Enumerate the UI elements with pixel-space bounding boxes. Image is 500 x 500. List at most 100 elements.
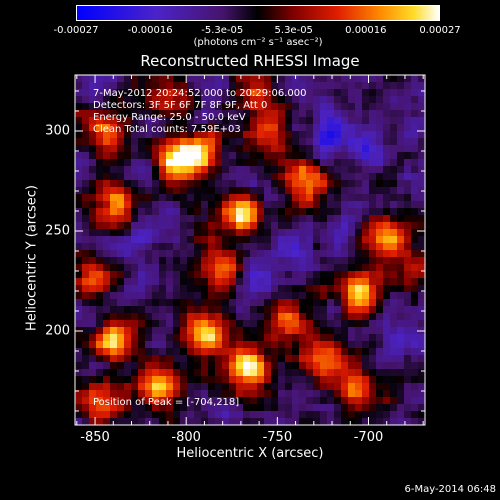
heatmap-cell [411, 201, 418, 208]
heatmap-cell [152, 243, 159, 250]
heatmap-cell [166, 327, 173, 334]
heatmap-cell [334, 355, 341, 362]
heatmap-cell [376, 327, 383, 334]
heatmap-cell [180, 159, 187, 166]
heatmap-cell [208, 341, 215, 348]
heatmap-cell [208, 362, 215, 369]
heatmap-cell [257, 320, 264, 327]
heatmap-cell [243, 187, 250, 194]
heatmap-cell [208, 250, 215, 257]
heatmap-cell [173, 180, 180, 187]
heatmap-cell [313, 194, 320, 201]
heatmap-cell [117, 75, 124, 82]
heatmap-cell [166, 341, 173, 348]
heatmap-cell [145, 173, 152, 180]
heatmap-cell [194, 82, 201, 89]
heatmap-cell [166, 159, 173, 166]
heatmap-cell [383, 362, 390, 369]
heatmap-cell [236, 103, 243, 110]
heatmap-cell [201, 82, 208, 89]
heatmap-cell [334, 124, 341, 131]
heatmap-cell [327, 376, 334, 383]
heatmap-cell [103, 362, 110, 369]
heatmap-cell [348, 306, 355, 313]
heatmap-cell [299, 376, 306, 383]
heatmap-cell [222, 110, 229, 117]
heatmap-cell [159, 152, 166, 159]
heatmap-cell [383, 166, 390, 173]
heatmap-cell [327, 75, 334, 82]
heatmap-cell [89, 152, 96, 159]
heatmap-cell [215, 264, 222, 271]
heatmap-cell [404, 243, 411, 250]
heatmap-cell [250, 369, 257, 376]
heatmap-cell [138, 250, 145, 257]
heatmap-cell [320, 138, 327, 145]
heatmap-cell [327, 229, 334, 236]
heatmap-cell [103, 215, 110, 222]
heatmap-cell [369, 222, 376, 229]
heatmap-cell [96, 411, 103, 418]
heatmap-cell [208, 376, 215, 383]
heatmap-cell [89, 201, 96, 208]
heatmap-cell [306, 187, 313, 194]
heatmap-cell [194, 348, 201, 355]
heatmap-cell [306, 320, 313, 327]
heatmap-cell [110, 138, 117, 145]
heatmap-cell [159, 89, 166, 96]
heatmap-cell [187, 180, 194, 187]
heatmap-cell [299, 306, 306, 313]
heatmap-cell [236, 215, 243, 222]
heatmap-cell [117, 257, 124, 264]
heatmap-cell [292, 215, 299, 222]
heatmap-cell [173, 117, 180, 124]
heatmap-cell [250, 250, 257, 257]
heatmap-cell [215, 334, 222, 341]
heatmap-cell [159, 390, 166, 397]
heatmap-cell [355, 285, 362, 292]
heatmap-cell [341, 257, 348, 264]
heatmap-cell [264, 383, 271, 390]
heatmap-cell [376, 187, 383, 194]
heatmap-cell [320, 180, 327, 187]
heatmap-cell [194, 75, 201, 82]
heatmap-cell [243, 320, 250, 327]
heatmap-cell [334, 243, 341, 250]
heatmap-cell [159, 411, 166, 418]
heatmap-cell [334, 362, 341, 369]
heatmap-cell [82, 236, 89, 243]
heatmap-cell [159, 369, 166, 376]
heatmap-cell [306, 89, 313, 96]
heatmap-cell [89, 180, 96, 187]
heatmap-cell [327, 82, 334, 89]
heatmap-cell [376, 173, 383, 180]
heatmap-cell [82, 138, 89, 145]
heatmap-cell [404, 159, 411, 166]
heatmap-cell [110, 383, 117, 390]
heatmap-cell [257, 75, 264, 82]
heatmap-cell [278, 257, 285, 264]
heatmap-cell [250, 145, 257, 152]
heatmap-cell [362, 376, 369, 383]
heatmap-cell [306, 75, 313, 82]
heatmap-cell [341, 334, 348, 341]
heatmap-cell [369, 201, 376, 208]
heatmap-cell [89, 208, 96, 215]
heatmap-cell [236, 292, 243, 299]
heatmap-cell [285, 264, 292, 271]
heatmap-cell [208, 320, 215, 327]
heatmap-cell [313, 383, 320, 390]
heatmap-cell [369, 369, 376, 376]
heatmap-cell [376, 404, 383, 411]
heatmap-cell [292, 82, 299, 89]
heatmap-cell [299, 110, 306, 117]
heatmap-cell [257, 341, 264, 348]
heatmap-cell [124, 362, 131, 369]
heatmap-cell [82, 355, 89, 362]
heatmap-cell [159, 348, 166, 355]
heatmap-cell [362, 299, 369, 306]
heatmap-cell [145, 75, 152, 82]
heatmap-cell [124, 250, 131, 257]
heatmap-cell [103, 110, 110, 117]
heatmap-cell [313, 376, 320, 383]
